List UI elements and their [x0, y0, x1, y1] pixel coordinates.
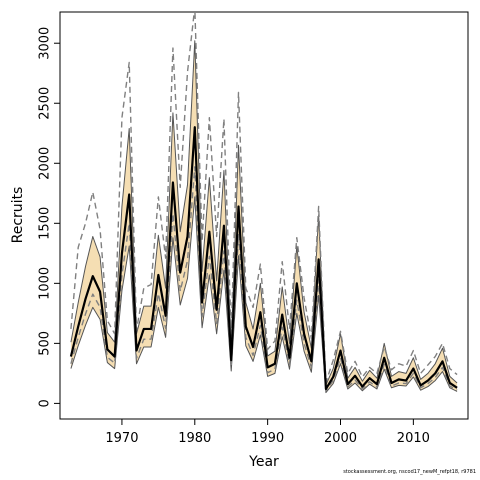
series-lines-layer [69, 12, 458, 394]
x-tick-label: 1980 [178, 431, 211, 446]
y-tick-label: 500 [38, 331, 53, 356]
y-tick-label: 1500 [38, 207, 53, 240]
x-tick-label: 2010 [397, 431, 430, 446]
dashed-upper-line [70, 12, 458, 384]
x-tick-label: 1970 [105, 431, 138, 446]
recruits-estimate-line [69, 126, 458, 391]
footer-credit: stockassessment.org, nscod17_newM_refpt1… [343, 469, 476, 475]
y-axis: 0 500 1000 1500 2000 2500 3000 [38, 27, 60, 408]
x-tick-label: 2000 [324, 431, 357, 446]
x-axis-label: Year [248, 454, 279, 470]
confidence-band-layer [70, 40, 458, 393]
y-axis-label: Recruits [10, 187, 26, 244]
x-tick-label: 1990 [251, 431, 284, 446]
y-tick-label: 2500 [38, 87, 53, 120]
x-axis: 1970 1980 1990 2000 2010 [105, 419, 430, 446]
y-tick-label: 2000 [38, 147, 53, 180]
plot-frame [59, 11, 469, 420]
y-tick-label: 1000 [38, 267, 53, 300]
confidence-band [70, 40, 458, 393]
y-tick-label: 0 [38, 399, 53, 407]
y-tick-label: 3000 [38, 27, 53, 60]
